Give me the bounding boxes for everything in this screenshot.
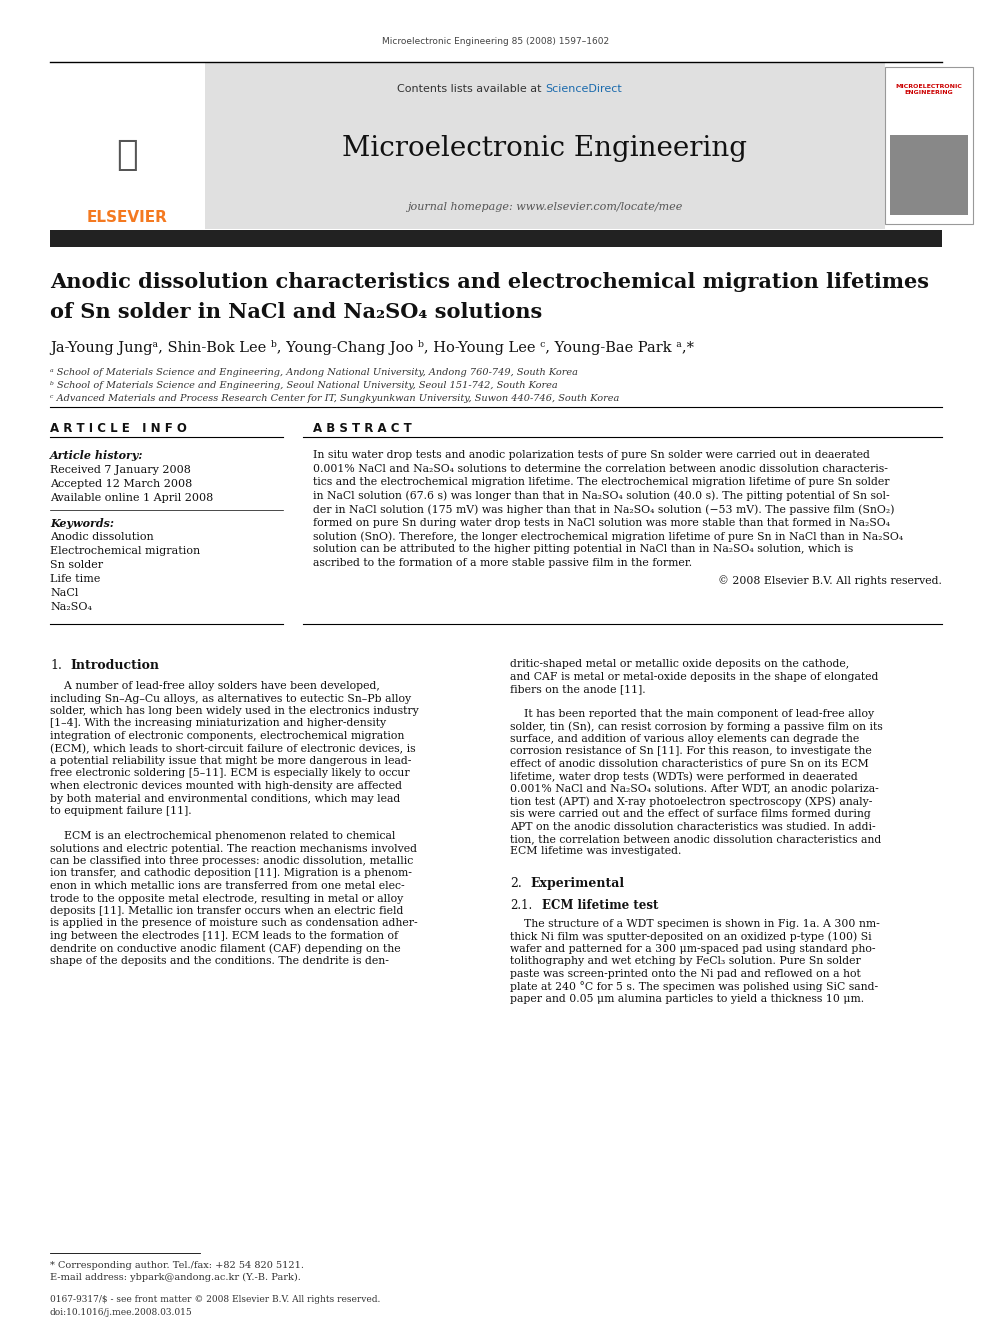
Text: thick Ni film was sputter-deposited on an oxidized p-type (100) Si: thick Ni film was sputter-deposited on a… bbox=[510, 931, 872, 942]
Text: solution (SnO). Therefore, the longer electrochemical migration lifetime of pure: solution (SnO). Therefore, the longer el… bbox=[312, 531, 903, 541]
Text: der in NaCl solution (175 mV) was higher than that in Na₂SO₄ solution (−53 mV). : der in NaCl solution (175 mV) was higher… bbox=[312, 504, 894, 515]
Text: ECM lifetime was investigated.: ECM lifetime was investigated. bbox=[510, 847, 682, 856]
Text: ECM is an electrochemical phenomenon related to chemical: ECM is an electrochemical phenomenon rel… bbox=[50, 831, 396, 841]
Text: deposits [11]. Metallic ion transfer occurs when an electric field: deposits [11]. Metallic ion transfer occ… bbox=[50, 906, 404, 916]
Text: ᵇ School of Materials Science and Engineering, Seoul National University, Seoul : ᵇ School of Materials Science and Engine… bbox=[50, 381, 558, 390]
Text: * Corresponding author. Tel./fax: +82 54 820 5121.: * Corresponding author. Tel./fax: +82 54… bbox=[50, 1261, 304, 1270]
Text: journal homepage: www.elsevier.com/locate/mee: journal homepage: www.elsevier.com/locat… bbox=[408, 202, 682, 212]
Text: solutions and electric potential. The reaction mechanisms involved: solutions and electric potential. The re… bbox=[50, 844, 417, 853]
Bar bbox=[890, 135, 968, 216]
Text: of Sn solder in NaCl and Na₂SO₄ solutions: of Sn solder in NaCl and Na₂SO₄ solution… bbox=[50, 302, 543, 321]
Text: plate at 240 °C for 5 s. The specimen was polished using SiC sand-: plate at 240 °C for 5 s. The specimen wa… bbox=[510, 982, 878, 992]
Text: ion transfer, and cathodic deposition [11]. Migration is a phenom-: ion transfer, and cathodic deposition [1… bbox=[50, 868, 412, 878]
Text: fibers on the anode [11].: fibers on the anode [11]. bbox=[510, 684, 646, 695]
Bar bbox=[205, 62, 885, 229]
Text: to equipment failure [11].: to equipment failure [11]. bbox=[50, 806, 191, 816]
Text: © 2008 Elsevier B.V. All rights reserved.: © 2008 Elsevier B.V. All rights reserved… bbox=[718, 576, 942, 586]
Text: a potential reliability issue that might be more dangerous in lead-: a potential reliability issue that might… bbox=[50, 755, 412, 766]
Text: MICROELECTRONIC
ENGINEERING: MICROELECTRONIC ENGINEERING bbox=[896, 83, 962, 95]
Text: free electronic soldering [5–11]. ECM is especially likely to occur: free electronic soldering [5–11]. ECM is… bbox=[50, 769, 410, 778]
Text: Ja-Young Jungᵃ, Shin-Bok Lee ᵇ, Young-Chang Joo ᵇ, Ho-Young Lee ᶜ, Young-Bae Par: Ja-Young Jungᵃ, Shin-Bok Lee ᵇ, Young-Ch… bbox=[50, 340, 694, 355]
Text: ing between the electrodes [11]. ECM leads to the formation of: ing between the electrodes [11]. ECM lea… bbox=[50, 931, 398, 941]
Text: It has been reported that the main component of lead-free alloy: It has been reported that the main compo… bbox=[510, 709, 874, 718]
Text: Introduction: Introduction bbox=[70, 659, 159, 672]
Text: corrosion resistance of Sn [11]. For this reason, to investigate the: corrosion resistance of Sn [11]. For thi… bbox=[510, 746, 872, 757]
Text: 0.001% NaCl and Na₂SO₄ solutions. After WDT, an anodic polariza-: 0.001% NaCl and Na₂SO₄ solutions. After … bbox=[510, 785, 879, 794]
Bar bbox=[50, 62, 205, 202]
Text: The structure of a WDT specimen is shown in Fig. 1a. A 300 nm-: The structure of a WDT specimen is shown… bbox=[510, 919, 880, 929]
Text: ascribed to the formation of a more stable passive film in the former.: ascribed to the formation of a more stab… bbox=[312, 558, 691, 568]
Bar bbox=[885, 67, 973, 224]
Text: tion test (APT) and X-ray photoelectron spectroscopy (XPS) analy-: tion test (APT) and X-ray photoelectron … bbox=[510, 796, 872, 807]
Text: trode to the opposite metal electrode, resulting in metal or alloy: trode to the opposite metal electrode, r… bbox=[50, 893, 404, 904]
Text: 1.: 1. bbox=[50, 659, 62, 672]
Text: integration of electronic components, electrochemical migration: integration of electronic components, el… bbox=[50, 732, 405, 741]
Text: ScienceDirect: ScienceDirect bbox=[545, 83, 622, 94]
Text: lifetime, water drop tests (WDTs) were performed in deaerated: lifetime, water drop tests (WDTs) were p… bbox=[510, 771, 858, 782]
Text: In situ water drop tests and anodic polarization tests of pure Sn solder were ca: In situ water drop tests and anodic pola… bbox=[312, 450, 870, 460]
Text: dendrite on conductive anodic filament (CAF) depending on the: dendrite on conductive anodic filament (… bbox=[50, 943, 401, 954]
Text: solder, which has long been widely used in the electronics industry: solder, which has long been widely used … bbox=[50, 706, 419, 716]
Text: and CAF is metal or metal-oxide deposits in the shape of elongated: and CAF is metal or metal-oxide deposits… bbox=[510, 672, 878, 681]
Text: paste was screen-printed onto the Ni pad and reflowed on a hot: paste was screen-printed onto the Ni pad… bbox=[510, 968, 861, 979]
Text: tics and the electrochemical migration lifetime. The electrochemical migration l: tics and the electrochemical migration l… bbox=[312, 478, 889, 487]
Bar bbox=[50, 230, 942, 247]
Text: APT on the anodic dissolution characteristics was studied. In addi-: APT on the anodic dissolution characteri… bbox=[510, 822, 876, 831]
Text: Anodic dissolution characteristics and electrochemical migration lifetimes: Anodic dissolution characteristics and e… bbox=[50, 273, 929, 292]
Text: A B S T R A C T: A B S T R A C T bbox=[312, 422, 412, 435]
Text: enon in which metallic ions are transferred from one metal elec-: enon in which metallic ions are transfer… bbox=[50, 881, 405, 890]
Text: 0.001% NaCl and Na₂SO₄ solutions to determine the correlation between anodic dis: 0.001% NaCl and Na₂SO₄ solutions to dete… bbox=[312, 463, 888, 474]
Text: Accepted 12 March 2008: Accepted 12 March 2008 bbox=[50, 479, 192, 490]
Text: solder, tin (Sn), can resist corrosion by forming a passive film on its: solder, tin (Sn), can resist corrosion b… bbox=[510, 721, 883, 732]
Text: Received 7 January 2008: Received 7 January 2008 bbox=[50, 464, 190, 475]
Text: is applied in the presence of moisture such as condensation adher-: is applied in the presence of moisture s… bbox=[50, 918, 418, 929]
Text: tion, the correlation between anodic dissolution characteristics and: tion, the correlation between anodic dis… bbox=[510, 833, 881, 844]
Text: doi:10.1016/j.mee.2008.03.015: doi:10.1016/j.mee.2008.03.015 bbox=[50, 1308, 192, 1316]
Text: Microelectronic Engineering 85 (2008) 1597–1602: Microelectronic Engineering 85 (2008) 15… bbox=[383, 37, 609, 46]
Text: including Sn–Ag–Cu alloys, as alternatives to eutectic Sn–Pb alloy: including Sn–Ag–Cu alloys, as alternativ… bbox=[50, 693, 411, 704]
Text: 2.: 2. bbox=[510, 877, 522, 890]
Text: effect of anodic dissolution characteristics of pure Sn on its ECM: effect of anodic dissolution characteris… bbox=[510, 759, 869, 769]
Text: A R T I C L E   I N F O: A R T I C L E I N F O bbox=[50, 422, 186, 435]
Text: Experimental: Experimental bbox=[530, 877, 624, 890]
Text: shape of the deposits and the conditions. The dendrite is den-: shape of the deposits and the conditions… bbox=[50, 957, 389, 966]
Text: Na₂SO₄: Na₂SO₄ bbox=[50, 602, 92, 613]
Text: 2.1.: 2.1. bbox=[510, 900, 533, 912]
Text: Microelectronic Engineering: Microelectronic Engineering bbox=[342, 135, 748, 161]
Text: ᵃ School of Materials Science and Engineering, Andong National University, Andon: ᵃ School of Materials Science and Engine… bbox=[50, 368, 578, 377]
Text: NaCl: NaCl bbox=[50, 587, 78, 598]
Text: when electronic devices mounted with high-density are affected: when electronic devices mounted with hig… bbox=[50, 781, 402, 791]
Text: Life time: Life time bbox=[50, 574, 100, 583]
Text: E-mail address: ybpark@andong.ac.kr (Y.-B. Park).: E-mail address: ybpark@andong.ac.kr (Y.-… bbox=[50, 1273, 301, 1282]
Text: Anodic dissolution: Anodic dissolution bbox=[50, 532, 154, 542]
Text: 0167-9317/$ - see front matter © 2008 Elsevier B.V. All rights reserved.: 0167-9317/$ - see front matter © 2008 El… bbox=[50, 1295, 380, 1304]
Text: sis were carried out and the effect of surface films formed during: sis were carried out and the effect of s… bbox=[510, 808, 871, 819]
Text: wafer and patterned for a 300 μm-spaced pad using standard pho-: wafer and patterned for a 300 μm-spaced … bbox=[510, 945, 876, 954]
Text: Available online 1 April 2008: Available online 1 April 2008 bbox=[50, 493, 213, 503]
Text: by both material and environmental conditions, which may lead: by both material and environmental condi… bbox=[50, 794, 400, 803]
Text: [1–4]. With the increasing miniaturization and higher-density: [1–4]. With the increasing miniaturizati… bbox=[50, 718, 386, 729]
Text: A number of lead-free alloy solders have been developed,: A number of lead-free alloy solders have… bbox=[50, 681, 380, 691]
Text: formed on pure Sn during water drop tests in NaCl solution was more stable than : formed on pure Sn during water drop test… bbox=[312, 517, 890, 528]
Text: (ECM), which leads to short-circuit failure of electronic devices, is: (ECM), which leads to short-circuit fail… bbox=[50, 744, 416, 754]
Text: paper and 0.05 μm alumina particles to yield a thickness 10 μm.: paper and 0.05 μm alumina particles to y… bbox=[510, 994, 864, 1004]
Text: 🌳: 🌳 bbox=[116, 138, 138, 172]
Text: Contents lists available at: Contents lists available at bbox=[397, 83, 545, 94]
Text: Electrochemical migration: Electrochemical migration bbox=[50, 546, 200, 556]
Text: surface, and addition of various alloy elements can degrade the: surface, and addition of various alloy e… bbox=[510, 734, 859, 744]
Text: ECM lifetime test: ECM lifetime test bbox=[542, 900, 659, 912]
Text: dritic-shaped metal or metallic oxide deposits on the cathode,: dritic-shaped metal or metallic oxide de… bbox=[510, 659, 849, 669]
Text: Article history:: Article history: bbox=[50, 450, 144, 460]
Text: Keywords:: Keywords: bbox=[50, 519, 114, 529]
Text: ᶜ Advanced Materials and Process Research Center for IT, Sungkyunkwan University: ᶜ Advanced Materials and Process Researc… bbox=[50, 394, 619, 404]
Text: solution can be attributed to the higher pitting potential in NaCl than in Na₂SO: solution can be attributed to the higher… bbox=[312, 545, 853, 554]
Text: in NaCl solution (67.6 s) was longer than that in Na₂SO₄ solution (40.0 s). The : in NaCl solution (67.6 s) was longer tha… bbox=[312, 491, 889, 501]
Text: can be classified into three processes: anodic dissolution, metallic: can be classified into three processes: … bbox=[50, 856, 414, 867]
Text: tolithography and wet etching by FeCl₃ solution. Pure Sn solder: tolithography and wet etching by FeCl₃ s… bbox=[510, 957, 861, 967]
Text: Sn solder: Sn solder bbox=[50, 560, 103, 570]
Text: ELSEVIER: ELSEVIER bbox=[86, 210, 168, 225]
